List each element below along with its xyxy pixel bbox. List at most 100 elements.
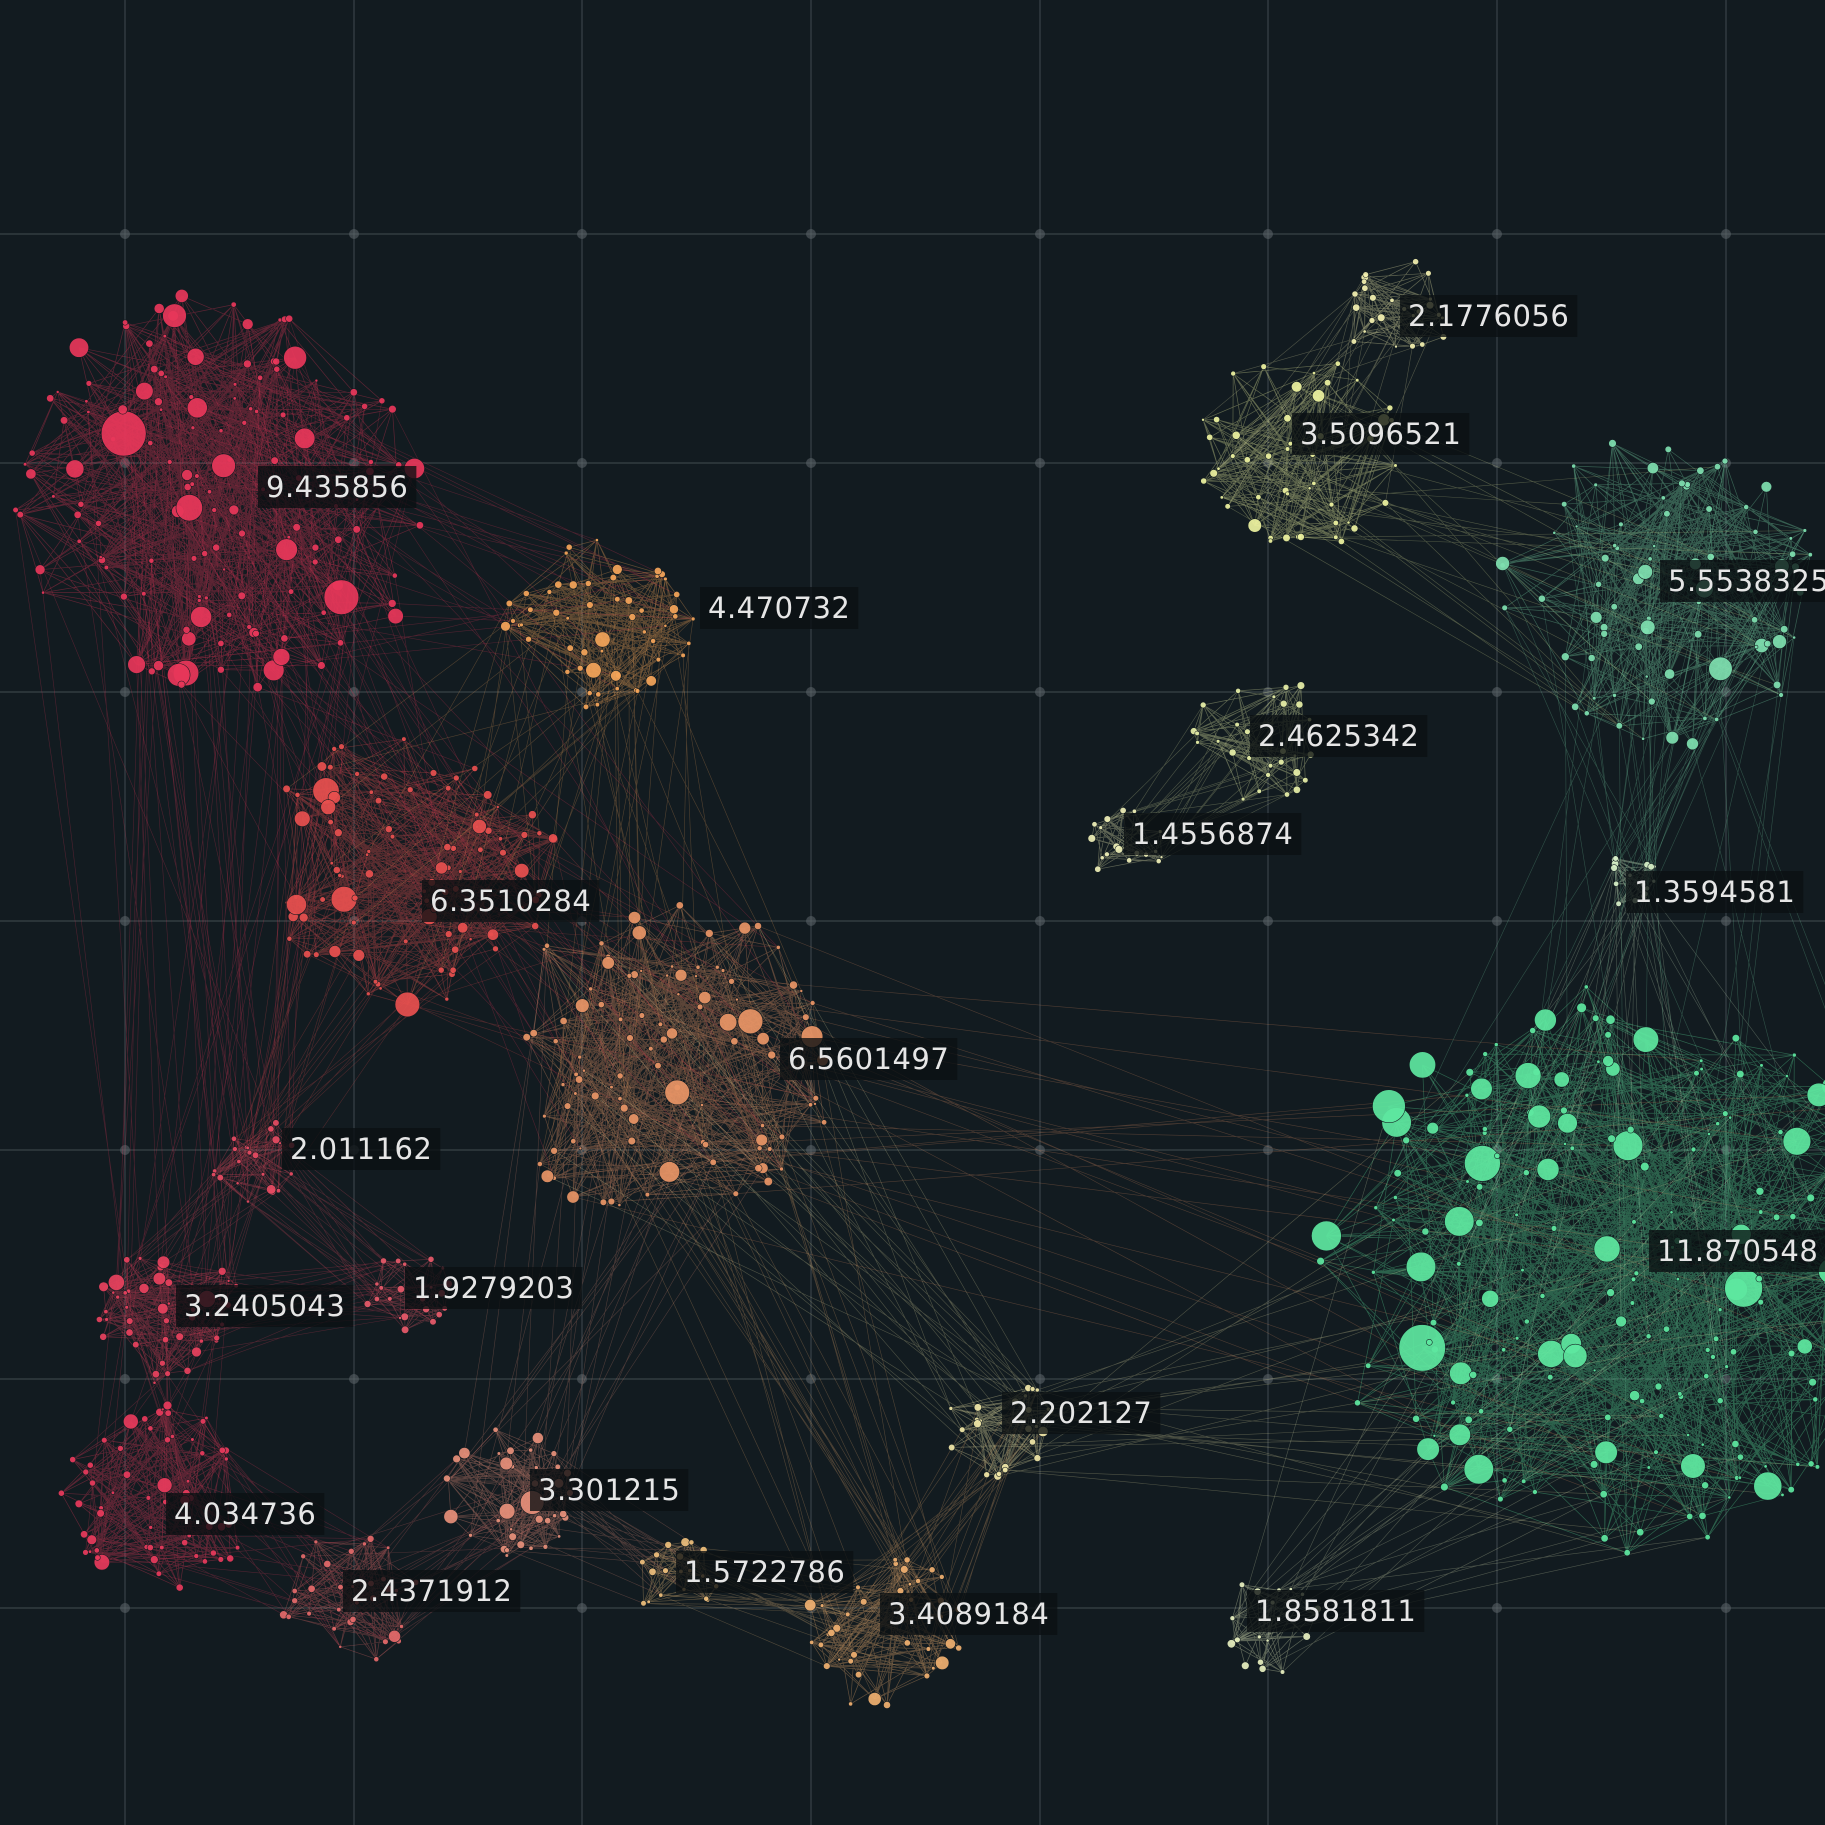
graph-node bbox=[1763, 1464, 1768, 1469]
graph-node bbox=[314, 378, 319, 383]
graph-node bbox=[1243, 456, 1251, 464]
graph-node bbox=[108, 1274, 125, 1291]
graph-node bbox=[1352, 303, 1361, 312]
graph-node bbox=[577, 1054, 583, 1060]
graph-node bbox=[457, 922, 469, 934]
graph-node bbox=[452, 774, 460, 782]
graph-node bbox=[1631, 1219, 1637, 1225]
graph-node bbox=[162, 1336, 170, 1344]
graph-node bbox=[1523, 1318, 1530, 1325]
graph-node bbox=[1521, 1478, 1527, 1484]
graph-node bbox=[973, 1419, 982, 1428]
graph-node bbox=[1260, 363, 1267, 370]
graph-node bbox=[254, 408, 259, 414]
graph-node bbox=[823, 1662, 831, 1670]
graph-node bbox=[1604, 1031, 1612, 1039]
graph-node bbox=[1328, 501, 1335, 508]
graph-node bbox=[1583, 984, 1589, 990]
graph-node bbox=[122, 1470, 132, 1479]
graph-node bbox=[1604, 1413, 1612, 1421]
graph-node bbox=[1702, 715, 1708, 721]
graph-node bbox=[1386, 404, 1394, 412]
graph-node bbox=[1606, 1288, 1615, 1297]
graph-node bbox=[273, 365, 281, 373]
graph-node bbox=[156, 1477, 173, 1493]
graph-node bbox=[1114, 845, 1124, 854]
graph-node bbox=[522, 590, 530, 597]
grid-intersection bbox=[1263, 687, 1273, 697]
graph-node bbox=[320, 799, 337, 815]
graph-node bbox=[1393, 1169, 1402, 1178]
graph-node bbox=[854, 1670, 863, 1679]
graph-node bbox=[1393, 463, 1398, 468]
graph-node bbox=[1552, 530, 1557, 535]
graph-node bbox=[217, 665, 225, 674]
graph-node bbox=[1772, 1213, 1781, 1221]
graph-node bbox=[1497, 1495, 1504, 1503]
graph-node bbox=[25, 468, 37, 480]
graph-node bbox=[1365, 1362, 1372, 1369]
grid-intersection bbox=[1263, 1145, 1273, 1155]
graph-node bbox=[285, 314, 294, 323]
graph-node bbox=[1514, 1062, 1542, 1089]
graph-node bbox=[351, 894, 359, 902]
graph-node bbox=[1612, 855, 1619, 862]
graph-node bbox=[500, 621, 511, 632]
graph-node bbox=[1282, 683, 1290, 691]
graph-node bbox=[664, 1541, 673, 1549]
graph-node bbox=[1432, 1434, 1437, 1438]
graph-node bbox=[1658, 1413, 1665, 1419]
grid-intersection bbox=[1492, 1603, 1502, 1613]
grid-intersection bbox=[1721, 1374, 1731, 1384]
graph-node bbox=[1587, 654, 1596, 662]
graph-node bbox=[94, 1554, 101, 1561]
graph-node bbox=[1669, 1210, 1674, 1215]
graph-node bbox=[267, 1125, 275, 1133]
graph-node bbox=[1754, 644, 1759, 650]
graph-node bbox=[582, 1068, 586, 1073]
graph-node bbox=[204, 1415, 209, 1421]
cluster-value-label: 5.5538325 bbox=[1668, 564, 1825, 598]
graph-node bbox=[1419, 341, 1426, 348]
graph-node bbox=[166, 459, 173, 465]
label-background bbox=[1626, 871, 1804, 913]
graph-node bbox=[1690, 1146, 1697, 1153]
graph-node bbox=[1501, 1347, 1507, 1353]
graph-node bbox=[575, 998, 590, 1013]
cluster-value-label: 2.011162 bbox=[290, 1132, 432, 1166]
graph-node bbox=[311, 558, 319, 566]
graph-node bbox=[1715, 1121, 1721, 1127]
graph-node bbox=[525, 635, 532, 643]
graph-node bbox=[222, 567, 226, 572]
cluster-label-c6: 3.2405043 bbox=[176, 1285, 354, 1327]
graph-node bbox=[387, 607, 404, 625]
graph-node bbox=[1693, 630, 1703, 639]
graph-node bbox=[468, 1533, 473, 1538]
graph-node bbox=[232, 382, 238, 387]
grid-intersection bbox=[1263, 1374, 1273, 1384]
graph-node bbox=[1213, 416, 1221, 424]
graph-node bbox=[1311, 1220, 1342, 1252]
graph-node bbox=[1219, 495, 1224, 500]
graph-node bbox=[164, 1436, 171, 1444]
grid-intersection bbox=[1035, 229, 1045, 239]
graph-node bbox=[1195, 740, 1200, 745]
graph-node bbox=[427, 1255, 435, 1263]
graph-node bbox=[1354, 1399, 1361, 1407]
graph-node bbox=[1712, 1335, 1720, 1342]
graph-node bbox=[294, 792, 301, 798]
graph-node bbox=[1714, 463, 1722, 471]
graph-node bbox=[1194, 730, 1200, 737]
graph-node bbox=[164, 1409, 172, 1417]
graph-node bbox=[557, 1534, 562, 1539]
graph-node bbox=[1501, 604, 1508, 611]
graph-node bbox=[374, 796, 383, 805]
graph-node bbox=[594, 702, 600, 708]
graph-node bbox=[522, 1033, 531, 1042]
graph-node bbox=[1787, 1485, 1795, 1494]
grid-intersection bbox=[349, 687, 359, 697]
graph-node bbox=[266, 1184, 277, 1195]
graph-node bbox=[573, 1091, 578, 1096]
graph-node bbox=[529, 1029, 538, 1038]
grid-intersection bbox=[806, 229, 816, 239]
